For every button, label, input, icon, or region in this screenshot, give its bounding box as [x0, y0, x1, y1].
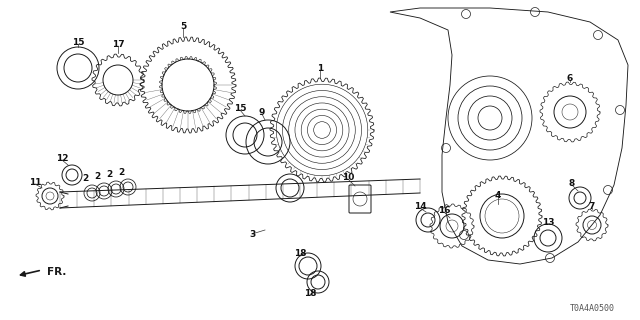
Text: 13: 13	[541, 218, 554, 227]
Text: FR.: FR.	[47, 267, 67, 277]
Text: 10: 10	[342, 172, 354, 181]
Text: 2: 2	[94, 172, 100, 180]
Text: 14: 14	[413, 202, 426, 211]
Text: 7: 7	[589, 202, 595, 211]
Text: 11: 11	[29, 178, 41, 187]
Text: T0A4A0500: T0A4A0500	[570, 304, 615, 313]
Text: 6: 6	[567, 74, 573, 83]
Text: 4: 4	[495, 190, 501, 199]
Text: 17: 17	[112, 39, 124, 49]
Text: 5: 5	[180, 21, 186, 30]
Text: 15: 15	[72, 37, 84, 46]
Text: 12: 12	[56, 154, 68, 163]
Text: 2: 2	[118, 167, 124, 177]
Text: 8: 8	[569, 179, 575, 188]
Text: 2: 2	[106, 170, 112, 179]
Text: 18: 18	[294, 250, 307, 259]
Text: 9: 9	[259, 108, 265, 116]
Text: 15: 15	[234, 103, 246, 113]
Text: 16: 16	[438, 205, 451, 214]
Text: 1: 1	[317, 63, 323, 73]
Text: 2: 2	[82, 173, 88, 182]
Text: 3: 3	[249, 229, 255, 238]
Text: 18: 18	[304, 290, 316, 299]
